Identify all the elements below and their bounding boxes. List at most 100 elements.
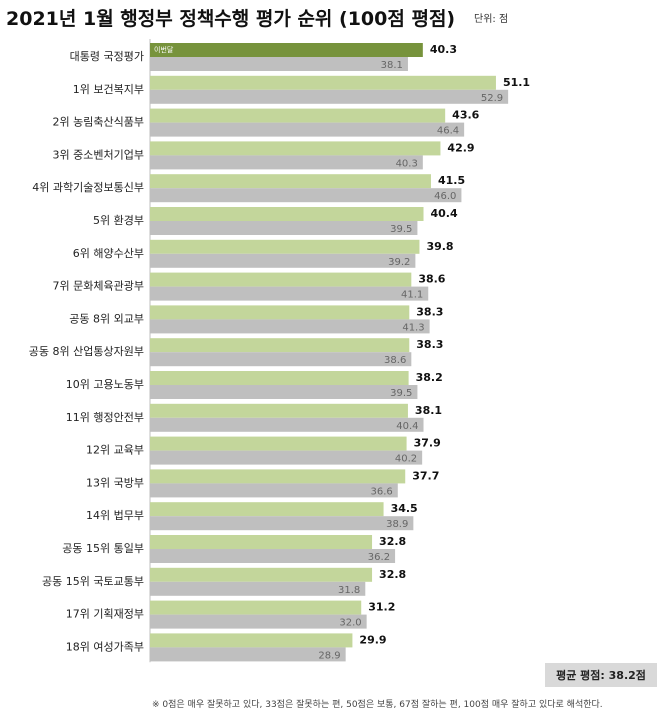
- category-label: 18위 여성가족부: [66, 640, 144, 653]
- legend-current-label: 이번달: [154, 45, 174, 54]
- category-label: 11위 행정안전부: [66, 411, 144, 424]
- category-label: 7위 문화체육관광부: [53, 280, 144, 293]
- bar-previous: [150, 352, 412, 367]
- value-label-previous: 52.9: [481, 93, 503, 104]
- value-label-previous: 39.2: [388, 257, 410, 268]
- value-label-previous: 39.5: [390, 224, 412, 235]
- bar-current: [150, 108, 446, 123]
- value-label-previous: 32.0: [339, 618, 361, 629]
- unit-label: 단위: 점: [474, 14, 509, 25]
- bar-current: [150, 633, 353, 648]
- value-label-previous: 36.6: [371, 486, 393, 497]
- value-label-previous: 40.4: [396, 421, 418, 432]
- value-label-previous: 38.9: [386, 519, 408, 530]
- bar-current: [150, 600, 362, 615]
- value-label-current: 39.8: [426, 240, 453, 253]
- category-label: 공동 8위 외교부: [69, 312, 144, 325]
- category-label: 13위 국방부: [86, 476, 144, 489]
- bar-previous: [150, 417, 424, 432]
- category-label: 17위 기획재정부: [66, 608, 144, 621]
- bar-previous: [150, 516, 414, 531]
- bar-current: [150, 272, 412, 287]
- value-label-current: 37.7: [412, 469, 439, 482]
- value-label-previous: 40.2: [395, 454, 417, 465]
- bar-previous: [150, 581, 366, 596]
- value-label-current: 41.5: [438, 174, 465, 187]
- value-label-current: 38.3: [416, 305, 443, 318]
- value-label-current: 38.6: [418, 273, 445, 286]
- bar-current: [150, 338, 410, 353]
- category-label: 6위 해양수산부: [73, 246, 144, 260]
- bar-previous: [150, 549, 396, 563]
- value-label-current: 51.1: [503, 76, 530, 89]
- bar-current: [150, 75, 496, 90]
- bar-previous: [150, 122, 465, 137]
- bar-previous: [150, 253, 416, 268]
- value-label-current: 32.8: [379, 535, 406, 548]
- value-label-previous: 41.1: [401, 290, 423, 301]
- value-label-current: 34.5: [391, 502, 418, 515]
- chart-title: 2021년 1월 행정부 정책수행 평가 순위 (100점 평점): [6, 8, 456, 30]
- category-label: 12위 교육부: [86, 444, 144, 457]
- bar-current: [150, 305, 410, 320]
- value-label-previous: 38.6: [384, 355, 406, 366]
- bar-current: [150, 43, 423, 57]
- bar-current: [150, 436, 407, 451]
- value-label-current: 29.9: [359, 633, 386, 646]
- category-label: 3위 중소벤처기업부: [53, 148, 144, 161]
- value-label-previous: 41.3: [402, 322, 424, 333]
- value-label-current: 38.3: [416, 338, 443, 351]
- footnote: ※ 0점은 매우 잘못하고 있다, 33점은 잘못하는 편, 50점은 보통, …: [152, 700, 603, 710]
- bar-current: [150, 502, 384, 517]
- category-label: 14위 법무부: [86, 509, 144, 522]
- category-label: 공동 8위 산업통상자원부: [29, 345, 144, 358]
- bar-previous: [150, 614, 367, 629]
- bar-previous: [150, 57, 408, 71]
- bar-previous: [150, 647, 346, 662]
- value-label-current: 40.3: [430, 43, 457, 56]
- bar-previous: [150, 450, 423, 465]
- value-label-previous: 40.3: [396, 158, 418, 169]
- category-label: 공동 15위 통일부: [62, 541, 144, 555]
- value-label-current: 40.4: [431, 207, 458, 220]
- value-label-previous: 38.1: [381, 60, 403, 71]
- bar-current: [150, 567, 373, 582]
- bar-previous: [150, 286, 429, 301]
- value-label-previous: 46.4: [437, 126, 459, 137]
- value-label-previous: 46.0: [434, 191, 456, 202]
- value-label-previous: 28.9: [318, 650, 340, 661]
- value-label-previous: 31.8: [338, 585, 360, 596]
- value-label-current: 38.2: [416, 371, 443, 384]
- bar-current: [150, 403, 408, 418]
- value-label-current: 43.6: [452, 109, 479, 122]
- bar-previous: [150, 155, 423, 170]
- bar-current: [150, 141, 441, 156]
- value-label-current: 38.1: [415, 404, 442, 417]
- bar-previous: [150, 188, 462, 203]
- category-label: 4위 과학기술정보통신부: [32, 181, 144, 194]
- value-label-current: 31.2: [368, 601, 395, 614]
- value-label-current: 42.9: [447, 141, 474, 154]
- average-score-box: 평균 평점: 38.2점: [545, 663, 657, 687]
- bar-current: [150, 174, 431, 189]
- category-label: 1위 보건복지부: [73, 83, 144, 96]
- bar-current: [150, 239, 420, 254]
- category-label: 대통령 국정평가: [70, 50, 144, 63]
- bar-previous: [150, 483, 398, 498]
- category-label: 2위 농림축산식품부: [53, 116, 144, 129]
- bar-previous: [150, 221, 418, 235]
- category-label: 공동 15위 국토교통부: [42, 575, 144, 588]
- bar-previous: [150, 89, 509, 104]
- category-label: 10위 고용노동부: [66, 378, 144, 391]
- value-label-current: 32.8: [379, 568, 406, 581]
- bar-current: [150, 371, 409, 385]
- value-label-previous: 39.5: [390, 388, 412, 399]
- bar-current: [150, 535, 373, 549]
- value-label-current: 37.9: [414, 437, 441, 450]
- category-label: 5위 환경부: [93, 214, 144, 227]
- bar-current: [150, 207, 424, 221]
- bar-previous: [150, 385, 418, 399]
- bar-current: [150, 469, 406, 484]
- bar-previous: [150, 319, 430, 334]
